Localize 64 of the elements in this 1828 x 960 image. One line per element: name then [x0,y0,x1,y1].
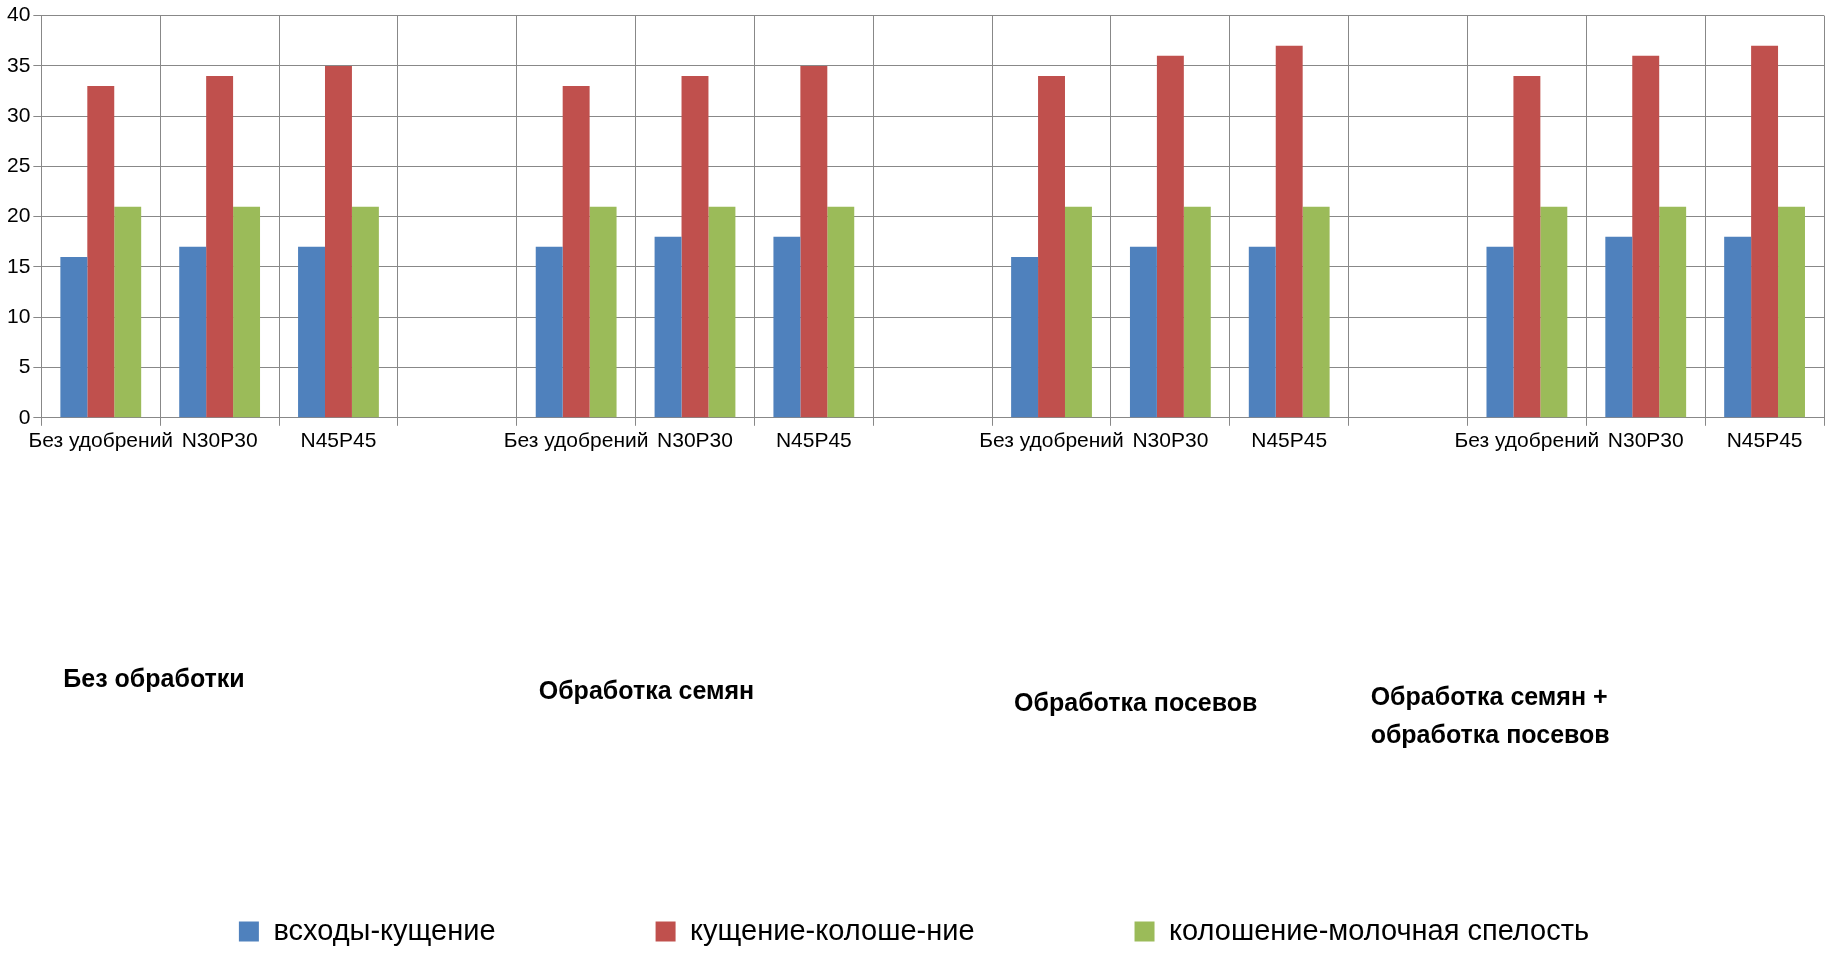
y-tick-label: 0 [18,404,31,428]
bar [654,236,682,418]
text: Обработка семян + обработка посевов [1370,682,1610,749]
bar [60,256,88,418]
bar [1302,206,1330,418]
bar [351,206,379,418]
y-tick-label: 10 [7,304,31,328]
bar [681,75,709,418]
y-tick-label: 25 [7,153,31,177]
bar [1513,75,1541,418]
x-tick-label: N45P45 [300,428,377,452]
bar [179,246,207,418]
bar [1183,206,1211,418]
x-tick-label: Без удобрений [503,428,649,452]
bar [1486,246,1514,418]
y-tick-label: 35 [7,52,31,76]
bar [1038,75,1065,418]
text: Обработка семян [538,676,755,705]
bar [1156,55,1184,418]
x-tick-label: N45P45 [1726,428,1803,452]
y-tick-label: 5 [18,354,31,378]
bar [773,236,801,418]
bar [1724,236,1752,418]
legend-label: колошение-молочная спелость [1169,913,1590,946]
y-tick-label: 30 [7,102,31,126]
bar [562,85,590,418]
text: Без обработки [63,664,245,693]
x-tick-label: N45P45 [775,428,852,452]
bar [1659,206,1687,418]
x-tick-label: N45P45 [1251,428,1328,452]
bar [1540,206,1568,418]
x-tick-label: N30P30 [657,428,733,452]
text: Обработка посевов [1014,688,1258,717]
x-tick-label: Без удобрений [979,428,1124,452]
legend-label: всходы-кущение [273,913,496,946]
bar [1275,45,1303,418]
bar [1011,256,1039,418]
bar [535,246,563,418]
x-tick-label: N30P30 [181,428,258,452]
legend-label: кущение-колоше-ние [690,913,975,946]
bar [206,75,234,418]
bar [1064,206,1092,418]
y-tick-label: 15 [7,253,31,277]
bar [114,206,142,418]
bar [1778,206,1805,418]
bar [87,85,115,418]
bar [589,206,617,418]
bar [1632,55,1660,418]
x-tick-label: Без удобрений [28,428,174,452]
bar [1751,45,1779,418]
bar [1129,246,1157,418]
y-tick-label: 40 [7,2,31,26]
x-tick-label: N30P30 [1607,428,1684,452]
x-tick-label: N30P30 [1132,428,1209,452]
x-tick-label: Без удобрений [1454,428,1600,452]
bar [1605,236,1633,418]
bar [325,65,352,418]
bar [800,65,828,418]
bar [1248,246,1276,418]
bar [233,206,261,418]
bar [827,206,855,418]
bar [298,246,325,418]
bar [708,206,736,418]
y-tick-label: 20 [7,203,31,227]
